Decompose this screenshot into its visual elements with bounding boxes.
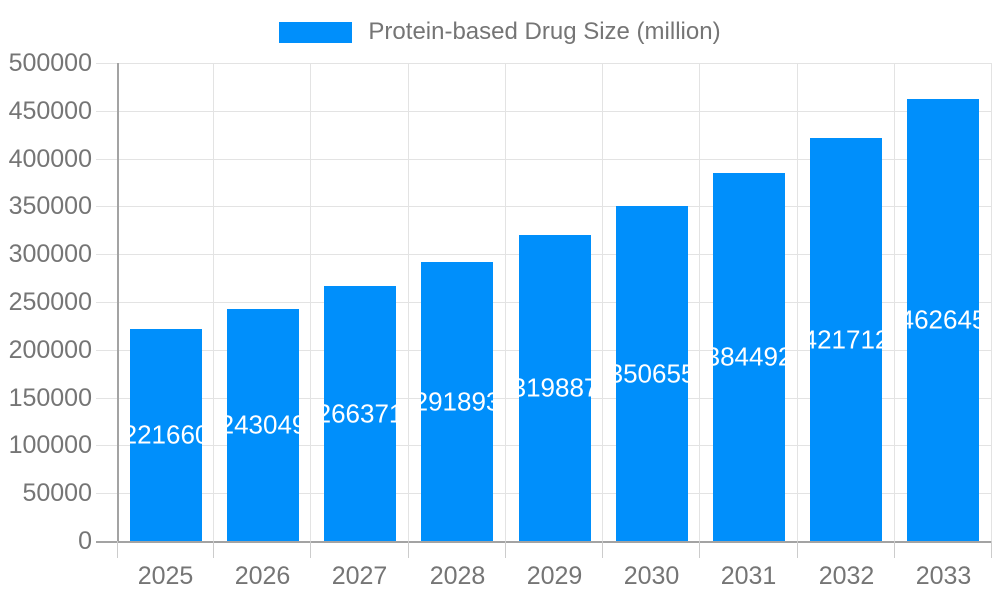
- x-axis-tick: [602, 541, 603, 558]
- y-tick-label: 450000: [8, 97, 92, 125]
- gridline-vertical: [505, 63, 506, 541]
- gridline-vertical: [797, 63, 798, 541]
- x-tick-label: 2033: [915, 562, 972, 590]
- x-tick-label: 2031: [720, 562, 777, 590]
- legend-swatch: [279, 21, 353, 43]
- bar-value-label: 266371: [324, 398, 396, 428]
- gridline-horizontal: [96, 206, 992, 207]
- bar-2032[interactable]: 421712: [810, 138, 882, 541]
- y-tick-label: 150000: [8, 384, 92, 412]
- x-axis-tick: [699, 541, 700, 558]
- x-tick-label: 2029: [526, 562, 583, 590]
- bar-2031[interactable]: 384492: [713, 173, 785, 541]
- gridline-vertical: [699, 63, 700, 541]
- y-tick-label: 250000: [8, 288, 92, 316]
- bar-value-label: 350655: [616, 358, 688, 388]
- x-axis-tick: [991, 541, 992, 558]
- y-tick-label: 100000: [8, 431, 92, 459]
- y-tick-label: 0: [78, 527, 92, 555]
- bar-2025[interactable]: 221660: [130, 329, 202, 541]
- x-tick-label: 2026: [234, 562, 291, 590]
- y-tick-label: 300000: [8, 240, 92, 268]
- gridline-horizontal: [96, 111, 992, 112]
- legend-label: Protein-based Drug Size (million): [368, 18, 721, 45]
- x-axis-tick: [310, 541, 311, 558]
- x-axis-tick: [213, 541, 214, 558]
- x-tick-label: 2032: [818, 562, 875, 590]
- x-axis-tick: [408, 541, 409, 558]
- gridline-vertical: [408, 63, 409, 541]
- gridline-vertical: [213, 63, 214, 541]
- x-axis-labels: 2025 2026 2027 2028 2029 2030 2031 2032 2033: [117, 560, 992, 592]
- bar-2028[interactable]: 291893: [421, 262, 493, 541]
- bar-value-label: 291893: [421, 386, 493, 416]
- x-tick-label: 2025: [137, 562, 194, 590]
- y-tick-label: 350000: [8, 192, 92, 220]
- x-axis-baseline: [96, 541, 992, 543]
- legend[interactable]: Protein-based Drug Size (million): [0, 18, 1000, 46]
- x-tick-label: 2030: [623, 562, 680, 590]
- gridline-horizontal: [96, 159, 992, 160]
- x-tick-label: 2027: [331, 562, 388, 590]
- gridline-vertical: [310, 63, 311, 541]
- bar-value-label: 221660: [130, 419, 202, 450]
- y-tick-label: 500000: [8, 49, 92, 77]
- plot-area: 221660 243049 266371 291893 319887 350655 3844…: [96, 63, 992, 558]
- bar-2030[interactable]: 350655: [616, 206, 688, 541]
- bar-value-label: 243049: [227, 409, 299, 440]
- x-axis-tick: [797, 541, 798, 558]
- x-axis-tick: [894, 541, 895, 558]
- y-tick-label: 50000: [22, 479, 92, 507]
- bar-value-label: 462645: [907, 304, 979, 335]
- y-axis-line: [117, 63, 119, 541]
- bar-value-label: 384492: [713, 341, 785, 372]
- bar-value-label: 421712: [810, 324, 882, 354]
- bar-value-label: 319887: [519, 372, 591, 403]
- x-tick-label: 2028: [429, 562, 486, 590]
- y-axis-labels: 0 50000 100000 150000 200000 250000 300000 3500…: [0, 50, 92, 554]
- gridline-horizontal: [96, 63, 992, 64]
- bar-2029[interactable]: 319887: [519, 235, 591, 541]
- bar-2033[interactable]: 462645: [907, 99, 979, 541]
- y-tick-label: 200000: [8, 336, 92, 364]
- y-tick-label: 400000: [8, 145, 92, 173]
- x-axis-tick: [117, 541, 118, 558]
- bar-2026[interactable]: 243049: [227, 309, 299, 541]
- bar-2027[interactable]: 266371: [324, 286, 396, 541]
- gridline-vertical: [602, 63, 603, 541]
- gridline-vertical: [991, 63, 992, 541]
- x-axis-tick: [505, 541, 506, 558]
- gridline-vertical: [894, 63, 895, 541]
